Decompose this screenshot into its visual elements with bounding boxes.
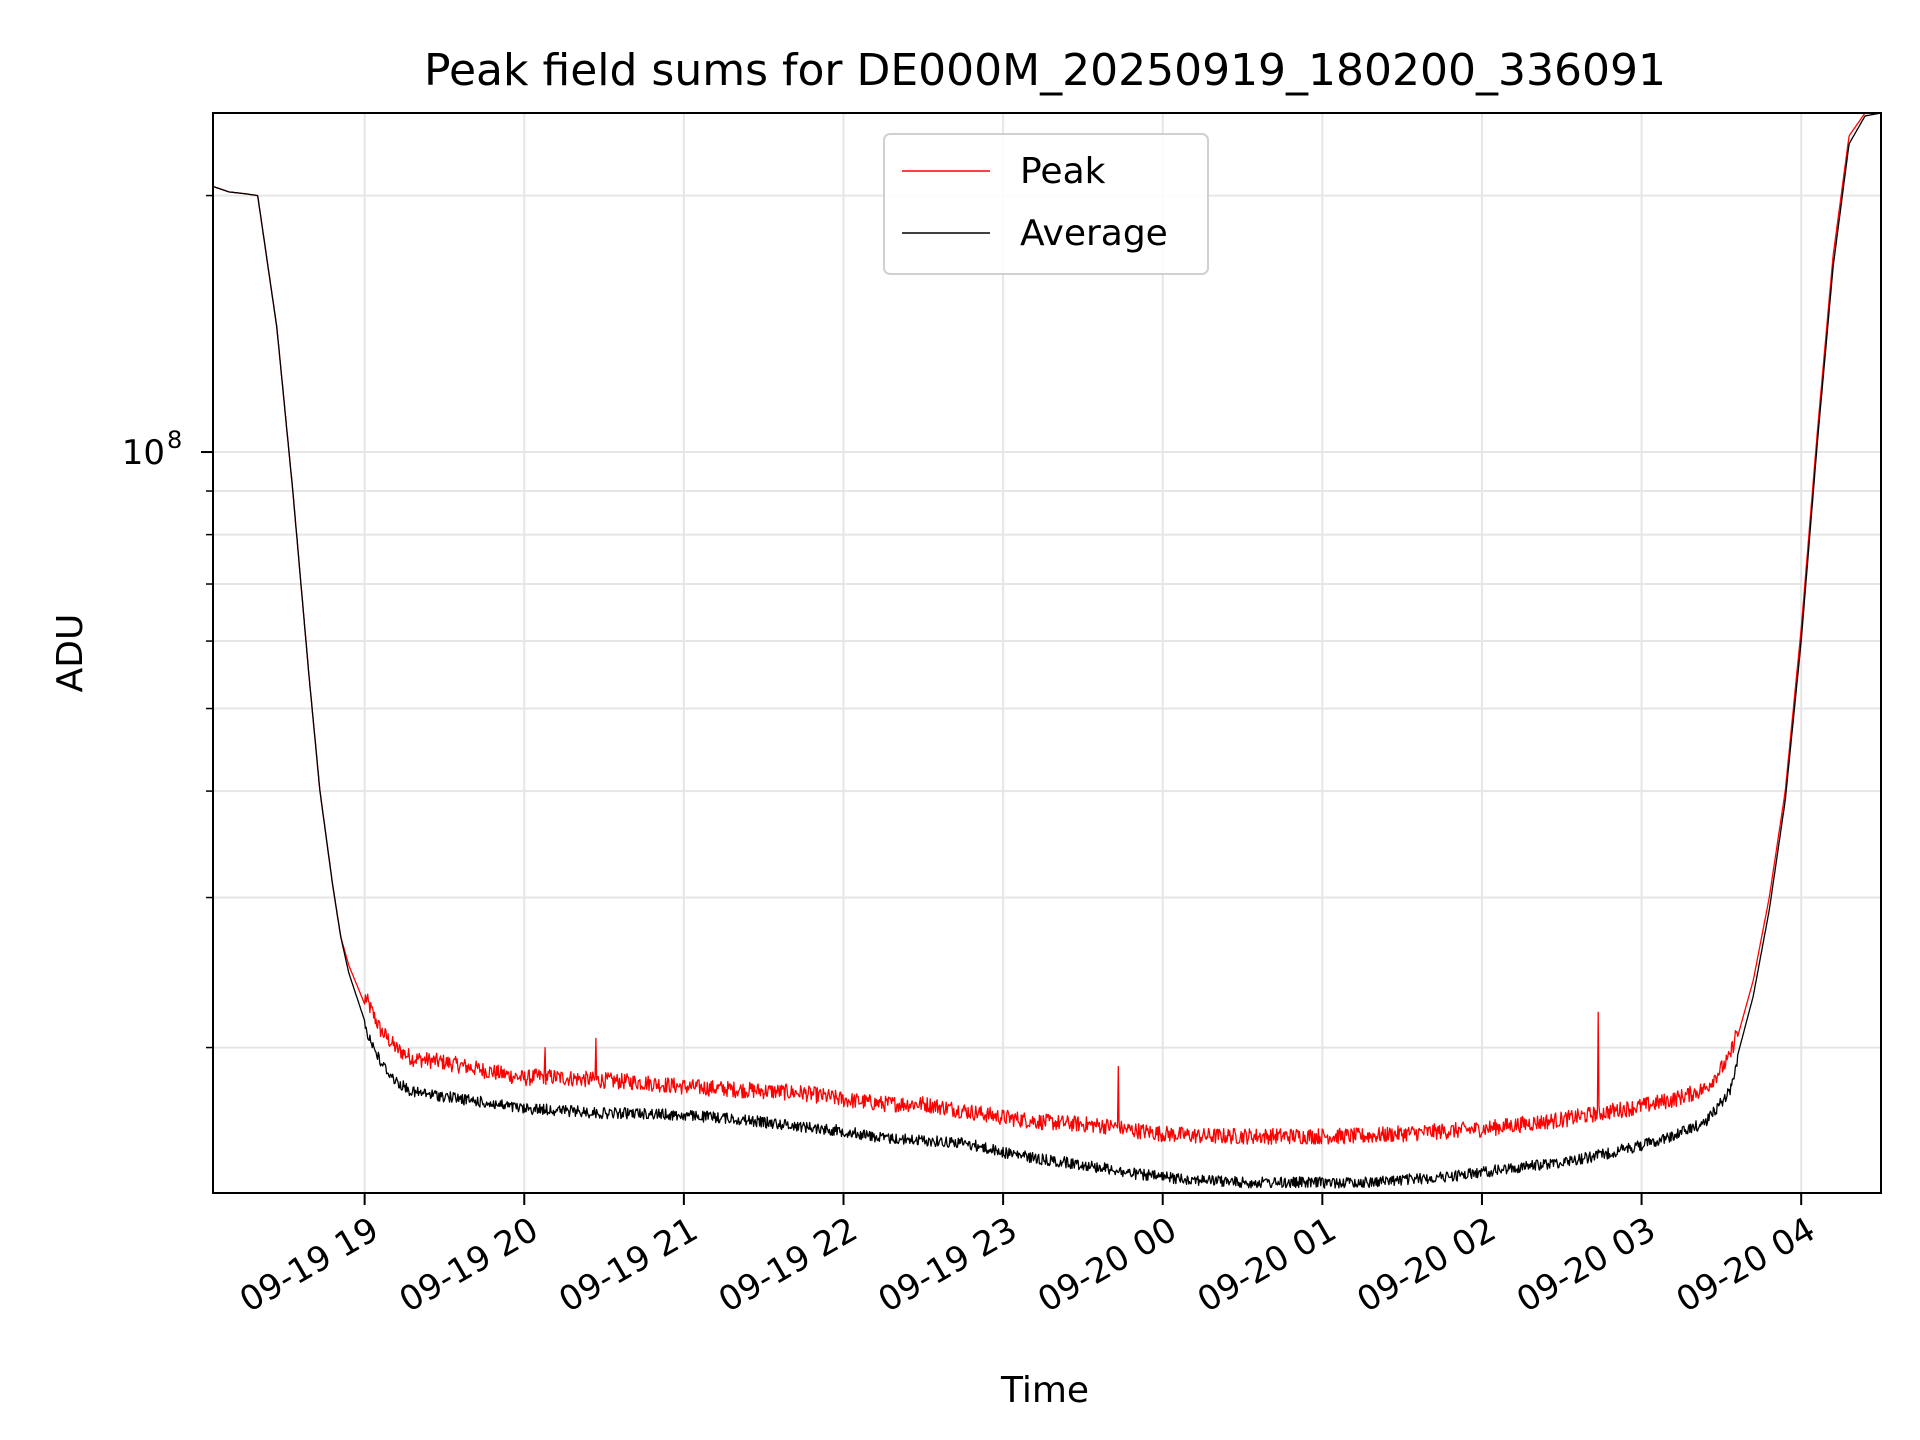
y-axis-label: ADU [50, 614, 91, 693]
y-tick-label: 10 [122, 433, 165, 473]
chart-title: Peak field sums for DE000M_20250919_1802… [424, 45, 1666, 96]
peak-series-line [213, 113, 1869, 1145]
y-tick-label-exponent: 8 [167, 426, 182, 454]
average-series-line [213, 113, 1881, 1189]
x-axis-label: Time [1000, 1370, 1089, 1411]
legend-box [883, 133, 1209, 275]
series-layer [213, 113, 1881, 1189]
grid [213, 113, 1881, 1193]
legend: Peak Average [883, 133, 1209, 275]
legend-peak-label: Peak [1020, 151, 1106, 192]
y-axis: 10 8 [122, 194, 213, 1049]
plot-frame [212, 112, 1882, 1194]
legend-average-label: Average [1020, 213, 1168, 254]
